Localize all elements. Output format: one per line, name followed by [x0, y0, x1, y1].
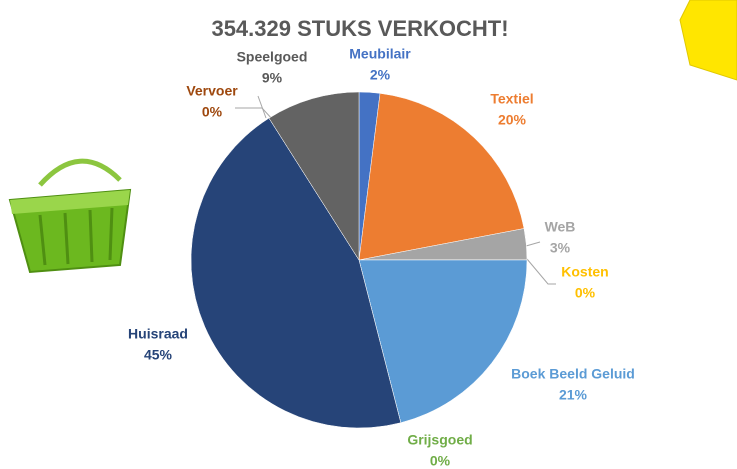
slice-value-label: 21%: [559, 387, 588, 403]
basket-icon: [8, 158, 132, 274]
slice-label: WeB: [545, 219, 576, 235]
slice-label: Boek Beeld Geluid: [511, 366, 635, 382]
slice-value-label: 3%: [550, 240, 571, 256]
leader-line: [257, 95, 267, 119]
leader-lines: [235, 95, 556, 285]
pie-slice: [358, 259, 528, 424]
slice-value-label: 0%: [430, 453, 451, 469]
slice-value-label: 45%: [144, 347, 173, 363]
slice-label: Kosten: [561, 264, 608, 280]
basket-handle: [38, 158, 122, 187]
leader-line: [525, 241, 541, 247]
slice-label: Meubilair: [349, 46, 411, 62]
basket-rim: [10, 190, 130, 214]
bag-icon: [679, 0, 737, 81]
slice-value-label: 9%: [262, 70, 283, 86]
slice-label: Grijsgoed: [407, 432, 472, 448]
slice-label: Vervoer: [186, 83, 238, 99]
slice-value-label: 2%: [370, 67, 391, 83]
slice-label: Textiel: [490, 91, 533, 107]
leader-line: [235, 107, 274, 121]
pie-slice: [190, 117, 402, 429]
slice-label: Huisraad: [128, 326, 188, 342]
slice-value-label: 20%: [498, 112, 527, 128]
pie-slice: [358, 93, 525, 261]
leader-line: [526, 258, 556, 285]
slice-value-label: 0%: [202, 104, 223, 120]
slice-value-label: 0%: [575, 285, 596, 301]
chart-title: 354.329 STUKS VERKOCHT!: [211, 16, 508, 41]
pie-slice: [268, 91, 360, 261]
basket-slats: [38, 207, 114, 266]
slice-label: Speelgoed: [237, 49, 308, 65]
